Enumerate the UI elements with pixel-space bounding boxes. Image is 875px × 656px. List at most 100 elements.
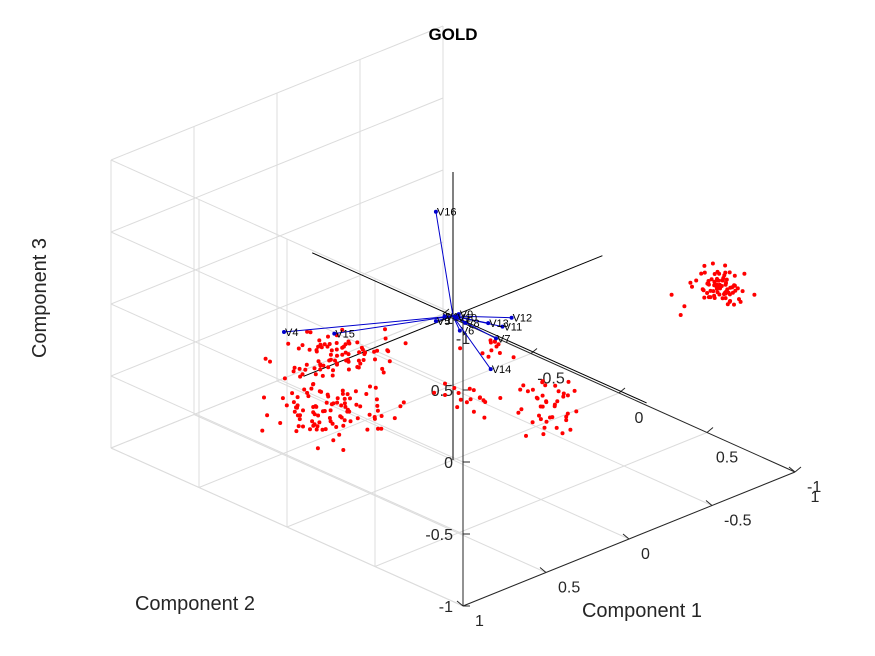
score-point	[305, 390, 310, 395]
loading-label: V7	[497, 333, 510, 345]
score-point	[305, 329, 310, 334]
score-point	[308, 427, 312, 432]
score-point	[544, 400, 549, 405]
loading-vector	[452, 315, 497, 339]
x-tick-label: 1	[811, 489, 820, 506]
score-point	[521, 383, 526, 388]
score-point	[669, 292, 674, 297]
loading-label: V16	[437, 207, 457, 219]
score-point	[341, 448, 346, 452]
score-point	[262, 395, 266, 400]
score-point	[725, 287, 730, 292]
score-point	[364, 392, 369, 396]
score-point	[398, 404, 403, 409]
y-tick-mark	[539, 567, 547, 573]
score-point	[319, 389, 324, 394]
score-point	[477, 395, 482, 400]
score-point	[375, 408, 380, 413]
score-point	[295, 413, 300, 418]
loading-point	[457, 328, 462, 333]
score-point	[464, 400, 469, 405]
score-point	[358, 404, 363, 409]
score-point	[715, 285, 719, 290]
score-point	[494, 344, 499, 349]
score-point	[346, 339, 351, 344]
score-point	[564, 414, 569, 419]
score-point	[709, 277, 714, 282]
score-point	[317, 420, 322, 425]
grid-line	[374, 432, 708, 567]
score-point	[361, 358, 366, 362]
score-point	[313, 404, 318, 409]
score-point	[556, 389, 561, 394]
score-point	[309, 386, 314, 391]
score-point	[443, 381, 447, 386]
loading-label: V13	[489, 318, 509, 330]
score-point	[323, 427, 328, 432]
loading-vector	[452, 315, 489, 324]
score-point	[367, 412, 372, 417]
score-point	[706, 279, 711, 283]
score-point	[317, 338, 322, 343]
score-point	[263, 356, 268, 361]
score-point	[306, 394, 311, 399]
score-point	[432, 390, 437, 395]
score-point	[284, 403, 289, 408]
score-point	[498, 396, 503, 400]
score-point	[300, 372, 305, 377]
score-point	[524, 433, 528, 438]
score-point	[471, 388, 476, 393]
score-point	[738, 299, 743, 304]
loading-point	[442, 314, 447, 319]
score-point	[333, 358, 337, 363]
score-point	[725, 302, 730, 307]
score-point	[723, 282, 728, 287]
score-point	[339, 415, 344, 420]
x-tick-label: 0	[635, 410, 644, 427]
score-point	[368, 384, 372, 389]
score-point	[727, 270, 732, 275]
score-point	[357, 350, 362, 355]
score-point	[540, 393, 545, 398]
score-point	[694, 278, 699, 283]
score-point	[278, 421, 283, 425]
score-point	[340, 327, 345, 332]
grid-line	[110, 25, 444, 161]
score-point	[560, 431, 565, 436]
score-point	[329, 402, 334, 407]
score-point	[348, 419, 353, 424]
score-point	[455, 405, 460, 410]
score-point	[566, 379, 571, 384]
score-point	[328, 352, 333, 357]
grid-line	[110, 169, 444, 305]
y-tick-mark	[622, 533, 630, 540]
reference-axis-1	[311, 252, 647, 404]
score-point	[327, 416, 332, 420]
score-point	[516, 410, 521, 415]
score-point	[312, 366, 317, 371]
score-point	[574, 409, 579, 414]
score-point	[294, 429, 299, 434]
score-point	[468, 397, 473, 402]
score-point	[452, 386, 457, 390]
score-point	[340, 391, 345, 396]
score-point	[480, 351, 485, 356]
score-point	[732, 273, 737, 278]
score-point	[295, 395, 300, 400]
score-point	[328, 408, 333, 413]
score-point	[705, 291, 710, 295]
score-point	[268, 359, 272, 364]
grid-line	[193, 414, 547, 573]
score-point	[345, 392, 350, 397]
score-point	[355, 416, 360, 421]
score-point	[542, 425, 547, 430]
score-point	[572, 388, 577, 393]
loading-label: V1	[446, 311, 459, 323]
score-point	[335, 396, 340, 401]
y-axis-label: Component 2	[135, 593, 255, 615]
score-point	[541, 432, 546, 437]
score-point	[301, 424, 305, 429]
axes-box	[442, 308, 802, 607]
score-point	[282, 376, 287, 381]
